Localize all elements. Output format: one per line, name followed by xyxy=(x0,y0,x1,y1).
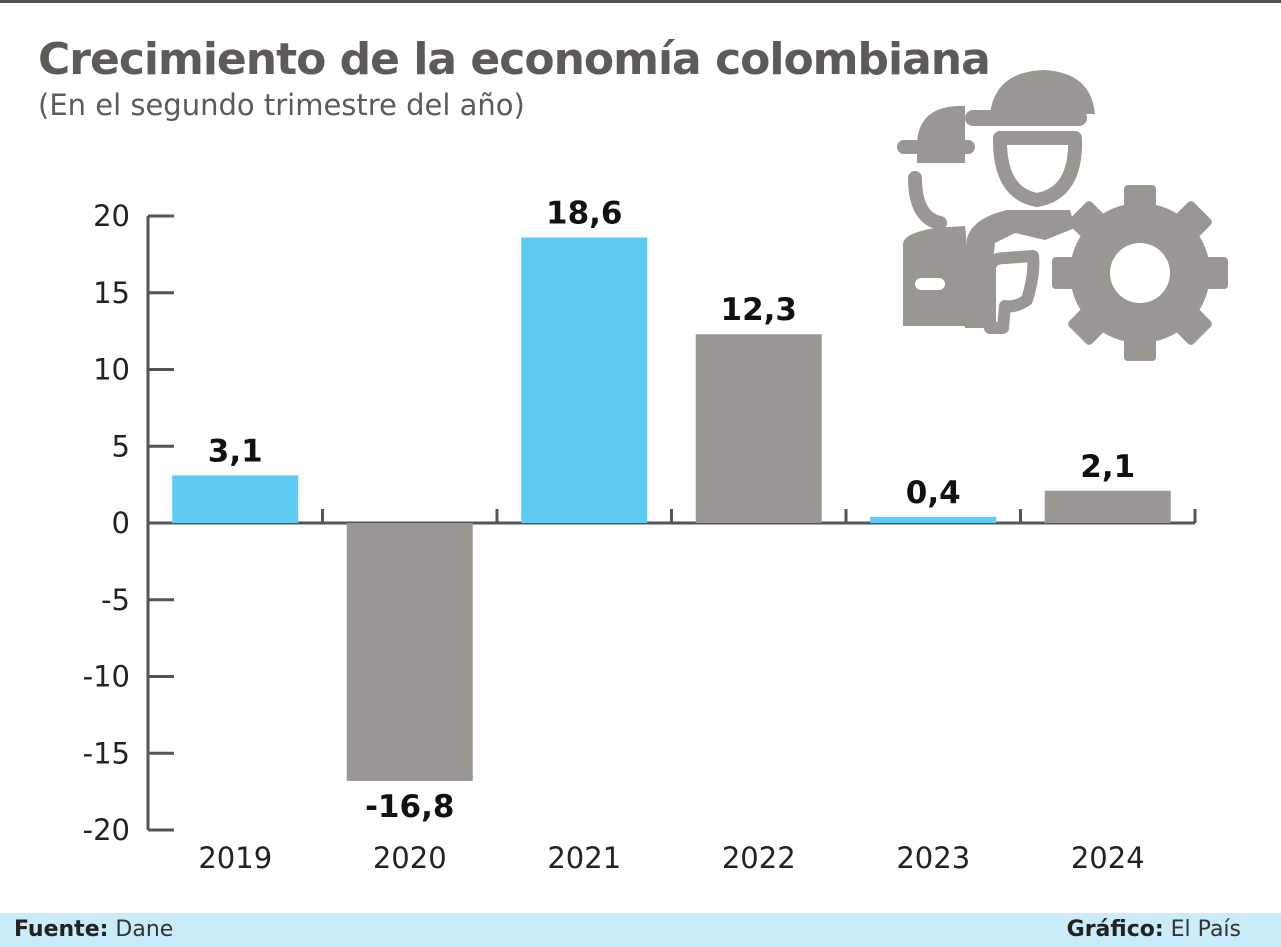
x-tick-label-2022: 2022 xyxy=(722,841,796,875)
source-note: Fuente: Dane xyxy=(14,917,173,942)
data-label-2022: 12,3 xyxy=(721,292,798,328)
bar-2019 xyxy=(172,475,299,523)
x-tick-label-2020: 2020 xyxy=(373,841,447,875)
x-tick-label-2024: 2024 xyxy=(1071,841,1145,875)
credit-note: Gráfico: El País xyxy=(1067,917,1241,942)
data-label-2021: 18,6 xyxy=(546,195,623,231)
y-tick-label: 0 xyxy=(112,506,130,540)
x-tick-label-2023: 2023 xyxy=(896,841,970,875)
credit-value: El País xyxy=(1170,917,1241,942)
illustration xyxy=(895,68,1230,363)
x-tick-label-2019: 2019 xyxy=(198,841,272,875)
gear-icon xyxy=(1052,185,1228,361)
data-label-2024: 2,1 xyxy=(1080,449,1135,485)
chart-subtitle: (En el segundo trimestre del año) xyxy=(38,88,525,122)
y-tick-label: 15 xyxy=(93,276,130,310)
y-tick-label: -20 xyxy=(83,813,130,847)
bar-chart: 20 15 10 5 0 -5 -10 -15 -20 3,1 2019 -16,8 2020 18,6… xyxy=(83,195,1197,875)
data-label-2019: 3,1 xyxy=(208,433,263,469)
y-tick-label: 20 xyxy=(93,199,130,233)
x-tick-label-2021: 2021 xyxy=(547,841,621,875)
y-tick-label: -10 xyxy=(83,660,130,694)
source-value: Dane xyxy=(115,917,174,942)
chart-title: Crecimiento de la economía colombiana xyxy=(38,34,991,85)
top-rule xyxy=(0,0,1281,3)
y-tick-label: 5 xyxy=(112,429,130,463)
bar-2020 xyxy=(346,523,473,781)
y-tick-label: 10 xyxy=(93,353,130,387)
chart-axes: 20 15 10 5 0 -5 -10 -15 -20 xyxy=(83,199,1197,847)
data-label-2020: -16,8 xyxy=(365,789,454,825)
footer: Fuente: Dane Gráfico: El País xyxy=(0,913,1281,947)
y-tick-label: -5 xyxy=(101,583,130,617)
credit-label: Gráfico: xyxy=(1066,917,1164,942)
chart-labels: 3,1 2019 -16,8 2020 18,6 2021 12,3 2022 0,4 2023 2… xyxy=(198,195,1144,875)
bar-2021 xyxy=(521,237,648,524)
source-label: Fuente: xyxy=(14,917,109,942)
bar-2023 xyxy=(870,516,997,523)
worker-helmet-icon xyxy=(897,70,1095,334)
chart-bars xyxy=(172,237,1171,781)
bar-2022 xyxy=(695,334,822,523)
y-tick-label: -15 xyxy=(83,736,130,770)
data-label-2023: 0,4 xyxy=(906,475,961,511)
bar-2024 xyxy=(1044,490,1171,523)
